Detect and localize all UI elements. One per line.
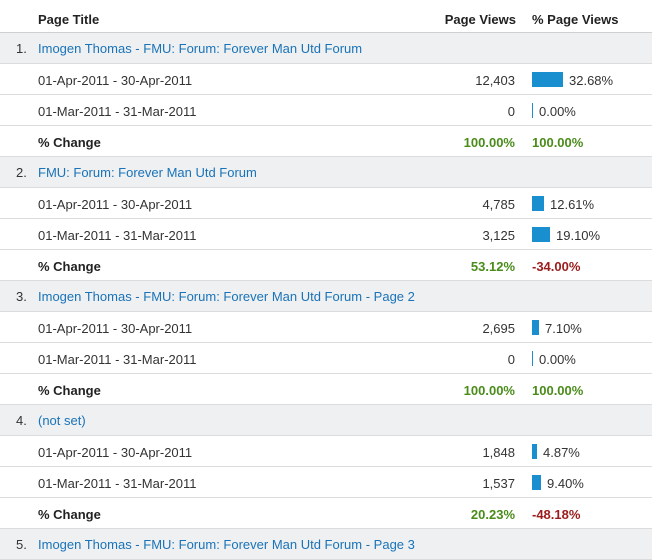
- date-range-row: 01-Mar-2011 - 31-Mar-2011 0 0.00%: [0, 343, 652, 374]
- column-header-page-title[interactable]: Page Title: [38, 12, 100, 27]
- pct-page-views-change: 100.00%: [532, 135, 584, 150]
- pct-page-views-change: -34.00%: [532, 259, 581, 274]
- page-title-link[interactable]: (not set): [38, 413, 86, 428]
- date-range-row: 01-Apr-2011 - 30-Apr-2011 12,403 32.68%: [0, 64, 652, 95]
- pct-bar: [532, 475, 541, 490]
- change-label: % Change: [38, 135, 101, 150]
- pct-page-views-value: 4.87%: [543, 445, 580, 460]
- group-row: 4. (not set): [0, 405, 652, 436]
- date-range-label: 01-Mar-2011 - 31-Mar-2011: [38, 476, 197, 491]
- row-index: 1.: [16, 41, 27, 56]
- page-views-value: 3,125: [482, 228, 515, 243]
- date-range-label: 01-Mar-2011 - 31-Mar-2011: [38, 352, 197, 367]
- pct-bar: [532, 72, 563, 87]
- pct-bar: [532, 196, 544, 211]
- date-range-row: 01-Apr-2011 - 30-Apr-2011 4,785 12.61%: [0, 188, 652, 219]
- group-row: 5. Imogen Thomas - FMU: Forum: Forever Ma…: [0, 529, 652, 560]
- change-row: % Change 53.12% -34.00%: [0, 250, 652, 281]
- pct-page-views-value: 0.00%: [539, 104, 576, 119]
- pct-page-views-value: 7.10%: [545, 321, 582, 336]
- change-label: % Change: [38, 507, 101, 522]
- date-range-row: 01-Apr-2011 - 30-Apr-2011 1,848 4.87%: [0, 436, 652, 467]
- pct-page-views-value: 9.40%: [547, 476, 584, 491]
- group-row: 3. Imogen Thomas - FMU: Forum: Forever Ma…: [0, 281, 652, 312]
- page-views-value: 4,785: [482, 197, 515, 212]
- date-range-row: 01-Mar-2011 - 31-Mar-2011 1,537 9.40%: [0, 467, 652, 498]
- date-range-label: 01-Apr-2011 - 30-Apr-2011: [38, 73, 193, 88]
- pct-bar: [532, 351, 533, 366]
- date-range-row: 01-Mar-2011 - 31-Mar-2011 3,125 19.10%: [0, 219, 652, 250]
- date-range-label: 01-Apr-2011 - 30-Apr-2011: [38, 445, 193, 460]
- page-views-value: 2,695: [482, 321, 515, 336]
- pct-page-views-change: 100.00%: [532, 383, 584, 398]
- pct-bar: [532, 227, 550, 242]
- change-label: % Change: [38, 383, 101, 398]
- pct-page-views-value: 0.00%: [539, 352, 576, 367]
- pct-page-views-change: -48.18%: [532, 507, 581, 522]
- pct-page-views-value: 19.10%: [556, 228, 601, 243]
- change-row: % Change 20.23% -48.18%: [0, 498, 652, 529]
- row-index: 2.: [16, 165, 27, 180]
- date-range-label: 01-Apr-2011 - 30-Apr-2011: [38, 197, 193, 212]
- pct-page-views-value: 12.61%: [550, 197, 595, 212]
- pct-bar: [532, 103, 533, 118]
- page-views-change: 100.00%: [463, 135, 515, 150]
- table-header: Page Title Page Views % Page Views: [0, 0, 652, 33]
- page-views-change: 53.12%: [470, 259, 515, 274]
- pct-bar: [532, 444, 537, 459]
- page-views-change: 20.23%: [470, 507, 515, 522]
- date-range-row: 01-Mar-2011 - 31-Mar-2011 0 0.00%: [0, 95, 652, 126]
- row-index: 3.: [16, 289, 27, 304]
- group-row: 2. FMU: Forum: Forever Man Utd Forum: [0, 157, 652, 188]
- date-range-label: 01-Mar-2011 - 31-Mar-2011: [38, 228, 197, 243]
- page-title-link[interactable]: Imogen Thomas - FMU: Forum: Forever Man …: [38, 537, 415, 552]
- column-header-page-views[interactable]: Page Views: [444, 12, 516, 27]
- change-label: % Change: [38, 259, 101, 274]
- page-views-value: 1,848: [482, 445, 515, 460]
- page-title-link[interactable]: Imogen Thomas - FMU: Forum: Forever Man …: [38, 41, 363, 56]
- row-index: 5.: [16, 537, 27, 552]
- page-views-value: 0: [507, 352, 515, 367]
- table-body: 1. Imogen Thomas - FMU: Forum: Forever Ma…: [0, 33, 652, 560]
- group-row: 1. Imogen Thomas - FMU: Forum: Forever Ma…: [0, 33, 652, 64]
- column-header-pct-page-views[interactable]: % Page Views: [532, 12, 619, 27]
- date-range-label: 01-Apr-2011 - 30-Apr-2011: [38, 321, 193, 336]
- page-title-link[interactable]: Imogen Thomas - FMU: Forum: Forever Man …: [38, 289, 415, 304]
- date-range-label: 01-Mar-2011 - 31-Mar-2011: [38, 104, 197, 119]
- change-row: % Change 100.00% 100.00%: [0, 374, 652, 405]
- page-views-value: 1,537: [482, 476, 515, 491]
- date-range-row: 01-Apr-2011 - 30-Apr-2011 2,695 7.10%: [0, 312, 652, 343]
- page-views-change: 100.00%: [463, 383, 515, 398]
- page-views-value: 12,403: [475, 73, 515, 88]
- page-title-link[interactable]: FMU: Forum: Forever Man Utd Forum: [38, 165, 257, 180]
- pct-page-views-value: 32.68%: [569, 73, 614, 88]
- page-views-value: 0: [507, 104, 515, 119]
- change-row: % Change 100.00% 100.00%: [0, 126, 652, 157]
- row-index: 4.: [16, 413, 27, 428]
- pct-bar: [532, 320, 539, 335]
